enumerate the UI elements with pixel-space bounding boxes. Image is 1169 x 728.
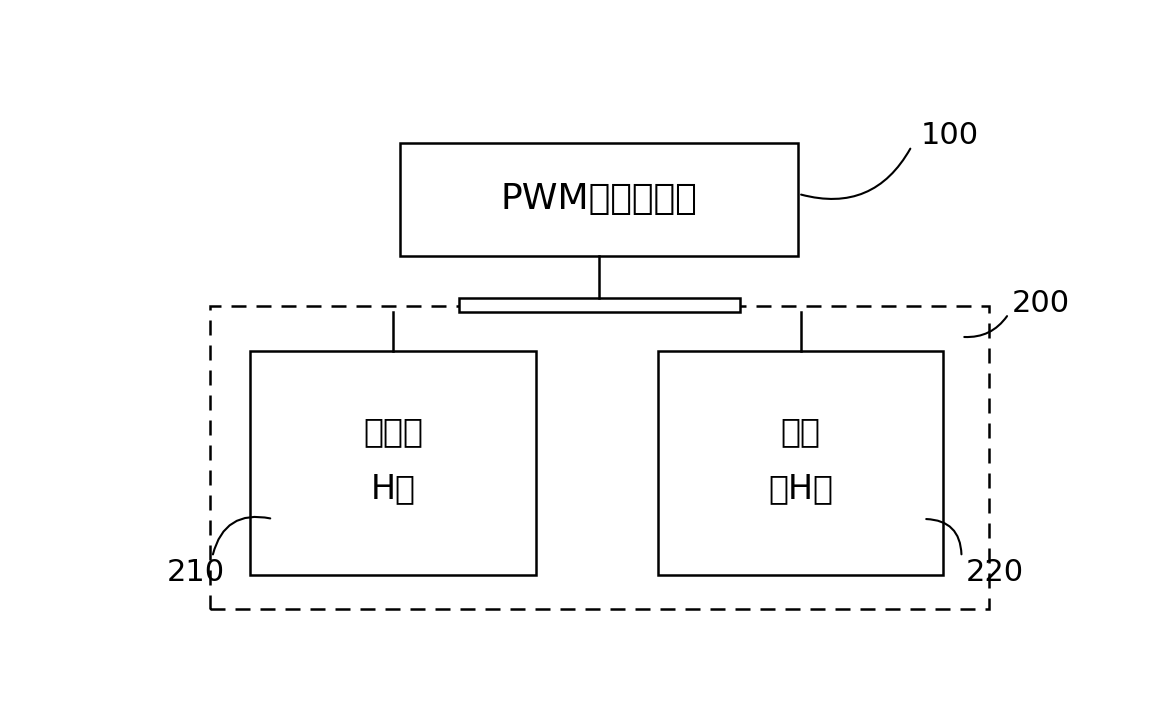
Text: 220: 220 (966, 558, 1024, 587)
Bar (400, 143, 798, 256)
Text: 200: 200 (1011, 289, 1070, 317)
Text: 第二: 第二 (781, 416, 821, 448)
Bar (658, 351, 943, 575)
Text: H桥: H桥 (371, 472, 415, 505)
Text: 100: 100 (921, 121, 978, 149)
Bar (458, 298, 740, 312)
Text: 组H桥: 组H桥 (768, 472, 833, 505)
Text: 210: 210 (167, 558, 224, 587)
Bar (209, 306, 989, 609)
Bar (250, 351, 535, 575)
Text: 第一组: 第一组 (364, 416, 423, 448)
Text: PWM序列产生器: PWM序列产生器 (500, 183, 698, 216)
